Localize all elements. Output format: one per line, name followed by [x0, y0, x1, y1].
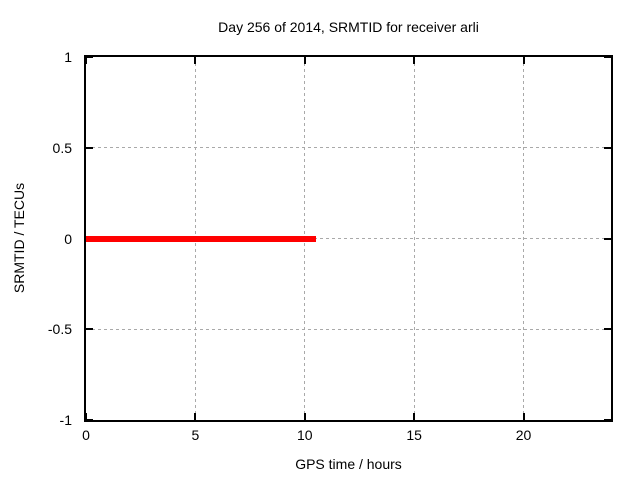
series-line-srmtid	[86, 235, 316, 242]
y-gridline	[86, 147, 611, 149]
y-tick-label: -0.5	[47, 321, 72, 338]
x-tick-mark	[413, 57, 416, 64]
chart-title: Day 256 of 2014, SRMTID for receiver arl…	[218, 19, 479, 35]
x-tick-label: 20	[515, 427, 532, 443]
x-tick-mark	[522, 57, 525, 64]
x-tick-mark	[85, 413, 87, 420]
x-tick-mark	[303, 57, 306, 64]
y-tick-label: 0	[64, 230, 72, 247]
y-gridline	[86, 238, 611, 239]
y-tick-mark	[604, 419, 611, 421]
x-tick-mark	[194, 57, 197, 64]
x-tick-label: 0	[82, 427, 90, 443]
y-tick-mark	[86, 146, 93, 149]
y-tick-mark	[604, 146, 611, 149]
y-gridline	[86, 328, 611, 330]
x-tick-mark	[413, 413, 416, 420]
x-tick-mark	[85, 57, 87, 64]
y-tick-mark	[604, 237, 611, 240]
x-tick-mark	[303, 413, 306, 420]
x-tick-label: 5	[191, 427, 200, 443]
x-tick-label: 15	[406, 427, 422, 443]
y-tick-mark	[86, 56, 93, 58]
y-tick-mark	[604, 328, 611, 331]
x-tick-mark	[194, 413, 197, 420]
y-tick-mark	[86, 419, 93, 421]
x-tick-mark	[522, 413, 525, 420]
y-tick-mark	[604, 56, 611, 58]
x-axis-label: GPS time / hours	[295, 456, 402, 472]
plot-area: 0 5 10 15 20 1 0.5 0 -0.5 -1	[48, 49, 613, 443]
y-tick-label: 0.5	[52, 139, 72, 156]
y-tick-label: -1	[59, 412, 72, 428]
x-tick-label: 10	[296, 427, 313, 443]
y-tick-label: 1	[64, 49, 72, 65]
y-tick-mark	[86, 328, 93, 331]
